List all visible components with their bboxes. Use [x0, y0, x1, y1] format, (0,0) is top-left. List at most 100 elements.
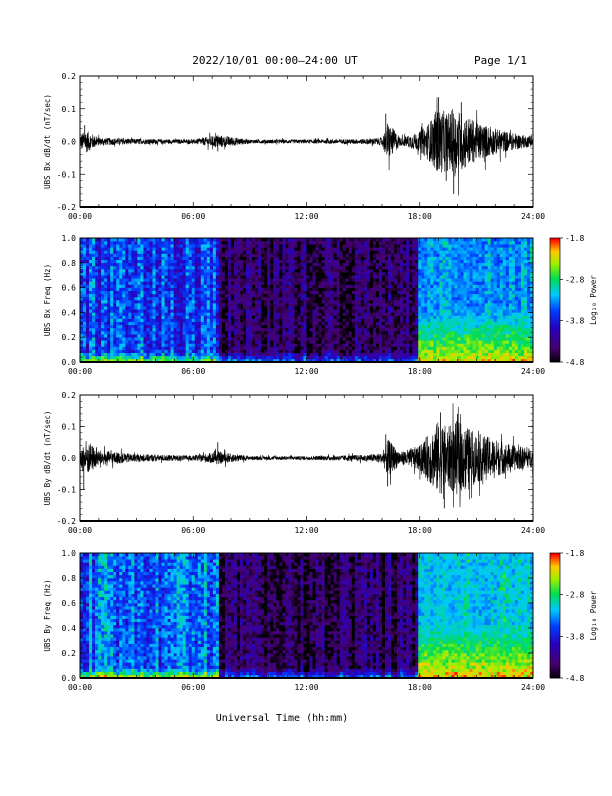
bx-freq-cell: [131, 350, 134, 353]
bx-freq-cell: [355, 250, 358, 253]
bx-freq-cell: [316, 247, 319, 250]
bx-freq-cell: [234, 340, 237, 343]
bx-freq-cell: [249, 303, 252, 306]
bx-freq-cell: [137, 347, 140, 350]
bx-freq-cell: [156, 347, 159, 350]
bx-freq-cell: [415, 328, 418, 331]
bx-freq-cell: [349, 334, 352, 337]
bx-freq-cell: [370, 238, 373, 241]
bx-freq-cell: [310, 325, 313, 328]
bx-freq-cell: [285, 300, 288, 303]
bx-freq-cell: [113, 306, 116, 309]
bx-freq-cell: [119, 294, 122, 297]
bx-freq-cell: [189, 350, 192, 353]
bx-freq-cell: [385, 356, 388, 359]
bx-freq-cell: [134, 241, 137, 244]
bx-freq-cell: [364, 319, 367, 322]
bx-freq-cell: [122, 319, 125, 322]
bx-freq-cell: [128, 303, 131, 306]
bx-freq-cell: [231, 322, 234, 325]
bx-freq-cell: [412, 269, 415, 272]
bx-freq-cell: [122, 328, 125, 331]
bx-freq-cell: [376, 269, 379, 272]
bx-freq-cell: [213, 285, 216, 288]
bx-freq-cell: [207, 254, 210, 257]
bx-freq-cell: [222, 250, 225, 253]
bx-freq-cell: [400, 285, 403, 288]
bx-freq-cell: [276, 241, 279, 244]
bx-freq-cell: [303, 350, 306, 353]
bx-freq-cell: [98, 322, 101, 325]
bx-freq-cell: [415, 250, 418, 253]
bx-freq-cell: [397, 291, 400, 294]
bx-freq-cell: [258, 269, 261, 272]
bx-freq-cell: [415, 257, 418, 260]
bx-freq-cell: [361, 266, 364, 269]
bx-freq-cell: [168, 288, 171, 291]
bx-freq-cell: [412, 353, 415, 356]
bx-freq-cell: [337, 294, 340, 297]
bx-freq-cell: [95, 257, 98, 260]
bx-freq-cell: [146, 322, 149, 325]
bx-freq-cell: [412, 312, 415, 315]
bx-freq-cell: [331, 309, 334, 312]
bx-freq-cell: [394, 285, 397, 288]
bx-freq-cell: [316, 340, 319, 343]
bx-freq-cell: [313, 312, 316, 315]
bx-freq-cell: [240, 257, 243, 260]
bx-freq-cell: [285, 266, 288, 269]
bx-freq-cell: [195, 281, 198, 284]
bx-freq-cell: [379, 297, 382, 300]
bx-freq-cell: [388, 278, 391, 281]
bx-freq-cell: [267, 309, 270, 312]
bx-freq-cell: [310, 328, 313, 331]
bx-freq-cell: [415, 347, 418, 350]
bx-freq-cell: [107, 263, 110, 266]
bx-freq-cell: [222, 350, 225, 353]
bx-freq-cell: [195, 325, 198, 328]
bx-freq-cell: [367, 337, 370, 340]
bx-freq-cell: [198, 309, 201, 312]
bx-freq-cell: [337, 356, 340, 359]
bx-freq-cell: [291, 247, 294, 250]
bx-freq-cell: [358, 300, 361, 303]
bx-freq-cell: [300, 356, 303, 359]
bx-freq-cell: [116, 285, 119, 288]
bx-freq-cell: [418, 319, 421, 322]
bx-freq-cell: [430, 278, 433, 281]
bx-freq-cell: [349, 254, 352, 257]
bx-freq-cell: [171, 281, 174, 284]
bx-freq-cell: [307, 281, 310, 284]
bx-freq-cell: [285, 269, 288, 272]
bx-freq-cell: [367, 291, 370, 294]
bx-freq-cell: [137, 254, 140, 257]
bx-freq-cell: [370, 278, 373, 281]
bx-freq-cell: [418, 257, 421, 260]
bx-freq-cell: [252, 257, 255, 260]
bx-freq-cell: [273, 334, 276, 337]
bx-freq-cell: [385, 281, 388, 284]
bx-freq-cell: [279, 291, 282, 294]
bx-freq-cell: [430, 322, 433, 325]
bx-freq-cell: [189, 263, 192, 266]
bx-freq-cell: [319, 350, 322, 353]
bx-freq-cell: [300, 288, 303, 291]
bx-freq-cell: [276, 322, 279, 325]
bx-freq-cell: [328, 306, 331, 309]
bx-freq-cell: [234, 257, 237, 260]
bx-freq-cell: [113, 319, 116, 322]
bx-freq-cell: [418, 303, 421, 306]
bx-freq-cell: [213, 356, 216, 359]
bx-freq-cell: [237, 272, 240, 275]
bx-freq-cell: [125, 356, 128, 359]
bx-freq-cell: [303, 300, 306, 303]
bx-freq-cell: [222, 356, 225, 359]
bx-freq-cell: [186, 269, 189, 272]
bx-freq-cell: [198, 272, 201, 275]
bx-freq-cell: [364, 325, 367, 328]
bx-freq-cell: [288, 244, 291, 247]
bx-freq-cell: [198, 312, 201, 315]
bx-freq-cell: [180, 278, 183, 281]
bx-freq-cell: [445, 340, 448, 343]
bx-freq-cell: [355, 356, 358, 359]
